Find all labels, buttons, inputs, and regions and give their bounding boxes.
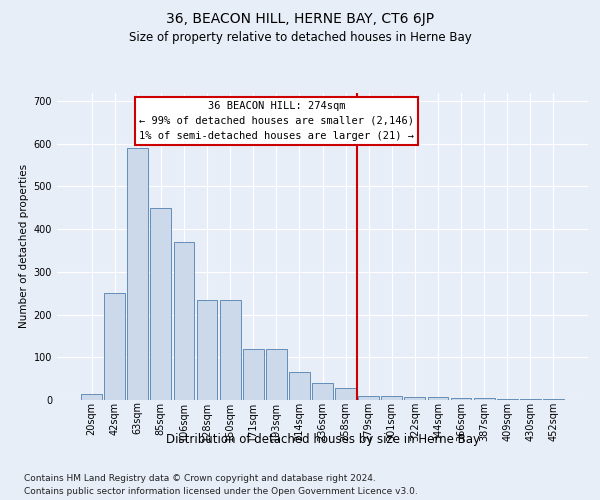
Bar: [543, 398, 564, 400]
Bar: [173, 242, 194, 400]
Text: Contains HM Land Registry data © Crown copyright and database right 2024.: Contains HM Land Registry data © Crown c…: [24, 474, 376, 483]
Bar: [266, 349, 287, 400]
Bar: [474, 398, 494, 400]
Text: Distribution of detached houses by size in Herne Bay: Distribution of detached houses by size …: [166, 432, 480, 446]
Bar: [451, 398, 472, 400]
Text: Contains public sector information licensed under the Open Government Licence v3: Contains public sector information licen…: [24, 488, 418, 496]
Bar: [428, 396, 448, 400]
Text: Size of property relative to detached houses in Herne Bay: Size of property relative to detached ho…: [128, 31, 472, 44]
Bar: [312, 383, 333, 400]
Bar: [81, 394, 102, 400]
Bar: [358, 396, 379, 400]
Bar: [104, 293, 125, 400]
Bar: [382, 396, 402, 400]
Text: 36, BEACON HILL, HERNE BAY, CT6 6JP: 36, BEACON HILL, HERNE BAY, CT6 6JP: [166, 12, 434, 26]
Text: 36 BEACON HILL: 274sqm
← 99% of detached houses are smaller (2,146)
1% of semi-d: 36 BEACON HILL: 274sqm ← 99% of detached…: [139, 101, 414, 140]
Bar: [243, 349, 263, 400]
Bar: [520, 398, 541, 400]
Bar: [404, 396, 425, 400]
Bar: [127, 148, 148, 400]
Y-axis label: Number of detached properties: Number of detached properties: [19, 164, 29, 328]
Bar: [289, 372, 310, 400]
Bar: [335, 388, 356, 400]
Bar: [220, 300, 241, 400]
Bar: [151, 208, 171, 400]
Bar: [197, 300, 217, 400]
Bar: [497, 398, 518, 400]
